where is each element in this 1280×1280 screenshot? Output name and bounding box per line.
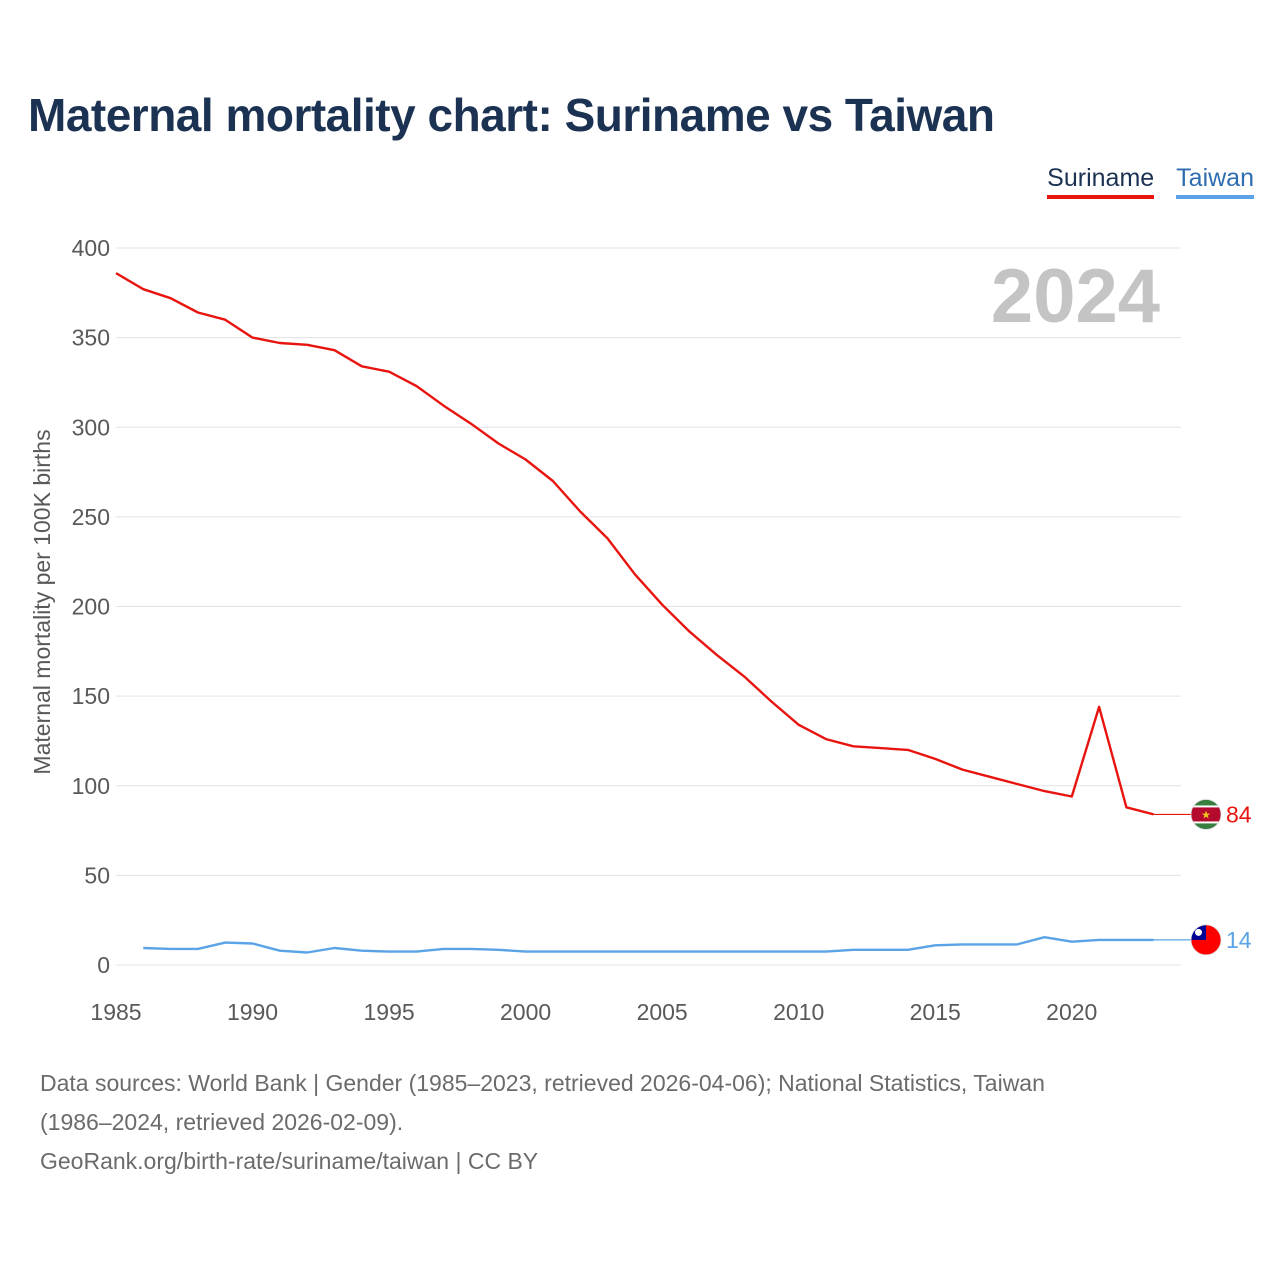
page-title: Maternal mortality chart: Suriname vs Ta… <box>28 89 995 141</box>
x-tick-label: 2015 <box>910 999 961 1025</box>
end-labels: ★ 84 14 <box>1190 799 1252 956</box>
x-tick-label: 2010 <box>773 999 824 1025</box>
x-tick-label: 2005 <box>637 999 688 1025</box>
source-line-2: (1986–2024, retrieved 2026-02-09). <box>40 1109 404 1135</box>
y-tick-label: 50 <box>84 862 110 888</box>
svg-text:★: ★ <box>1201 808 1211 821</box>
y-tick-label: 0 <box>97 952 110 978</box>
legend: Suriname Taiwan <box>1047 164 1254 199</box>
x-tick-label: 2000 <box>500 999 551 1025</box>
y-tick-label: 150 <box>72 683 110 709</box>
y-tick-label: 350 <box>72 325 110 351</box>
source-note: Data sources: World Bank | Gender (1985–… <box>40 1064 1240 1181</box>
series-line-suriname[interactable] <box>115 272 1155 816</box>
x-tick-label: 1990 <box>227 999 278 1025</box>
suriname-flag-icon: ★ <box>1190 799 1222 830</box>
x-tick-label: 1995 <box>363 999 414 1025</box>
taiwan-flag-icon <box>1190 924 1222 956</box>
x-axis-ticks: 1985 1990 1995 2000 2005 2010 2015 2020 <box>90 999 1097 1025</box>
y-tick-label: 100 <box>72 773 110 799</box>
source-line-3[interactable]: GeoRank.org/birth-rate/suriname/taiwan |… <box>40 1148 539 1174</box>
legend-item-taiwan[interactable]: Taiwan <box>1176 164 1254 199</box>
y-tick-label: 400 <box>72 235 110 261</box>
end-label-suriname: 84 <box>1226 801 1252 827</box>
legend-item-suriname[interactable]: Suriname <box>1047 164 1155 199</box>
end-label-taiwan: 14 <box>1226 927 1252 953</box>
y-axis-label: Maternal mortality per 100K births <box>29 429 55 774</box>
y-tick-label: 300 <box>72 414 110 440</box>
year-watermark: 2024 <box>991 254 1160 339</box>
y-axis-ticks: 0 50 100 150 200 250 300 350 400 <box>72 235 110 978</box>
x-tick-label: 2020 <box>1046 999 1097 1025</box>
series-layer <box>115 272 1193 954</box>
grid-lines <box>116 247 1181 966</box>
series-line-taiwan[interactable] <box>143 936 1154 954</box>
y-tick-label: 250 <box>72 504 110 530</box>
source-line-1: Data sources: World Bank | Gender (1985–… <box>40 1070 1045 1096</box>
y-tick-label: 200 <box>72 594 110 620</box>
x-tick-label: 1985 <box>90 999 141 1025</box>
